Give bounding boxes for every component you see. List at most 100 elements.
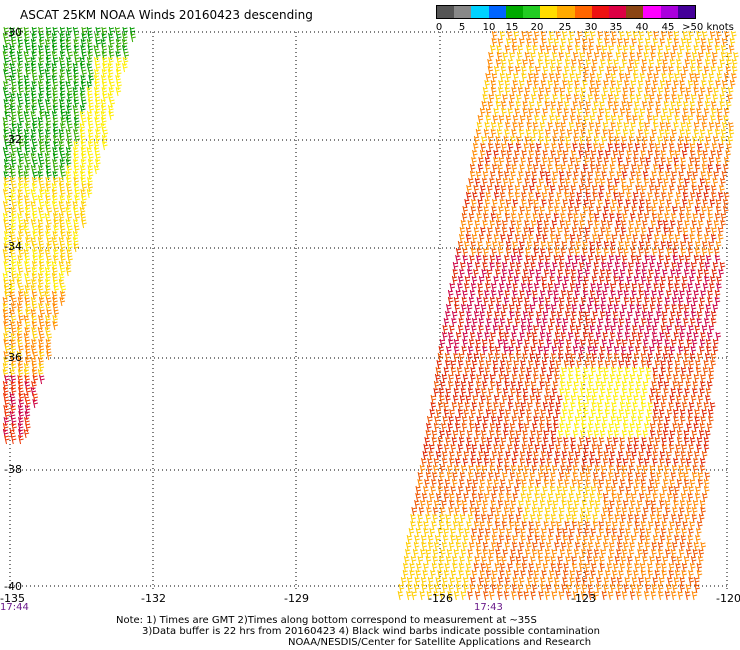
- wind-barb: [594, 499, 601, 510]
- wind-barb: [648, 394, 655, 405]
- wind-barb: [648, 100, 654, 111]
- wind-barb: [612, 394, 619, 405]
- wind-barb: [576, 191, 583, 202]
- wind-barb: [531, 464, 538, 475]
- wind-barb: [579, 261, 585, 272]
- wind-barb: [483, 296, 489, 307]
- wind-barb: [584, 107, 591, 118]
- wind-barb: [615, 590, 622, 601]
- wind-barb: [567, 205, 574, 216]
- wind-barb: [526, 450, 533, 461]
- wind-barb: [675, 317, 682, 328]
- wind-barb: [596, 373, 602, 384]
- wind-barb: [700, 380, 706, 391]
- wind-barb: [687, 79, 694, 90]
- wind-barb: [495, 100, 502, 111]
- legend-label-40: 40: [635, 22, 649, 33]
- wind-barb: [465, 191, 472, 202]
- wind-barb: [608, 135, 615, 146]
- wind-barb: [541, 569, 547, 580]
- wind-barb: [674, 534, 680, 545]
- wind-barb: [617, 37, 623, 48]
- wind-barb: [635, 345, 641, 356]
- wind-barb: [432, 555, 439, 566]
- wind-barb: [676, 226, 683, 237]
- wind-barb: [720, 44, 727, 55]
- legend-swatch: [660, 6, 678, 18]
- wind-barb: [515, 226, 522, 237]
- wind-barb: [541, 359, 548, 370]
- wind-barb: [707, 205, 713, 216]
- wind-barb: [518, 79, 525, 90]
- wind-barb: [577, 443, 583, 454]
- wind-barb: [708, 72, 715, 83]
- wind-barb: [686, 121, 692, 132]
- wind-barb: [473, 310, 480, 321]
- wind-barb: [554, 205, 560, 216]
- wind-barb: [486, 233, 493, 244]
- wind-barb: [452, 261, 459, 272]
- wind-barb: [615, 51, 622, 62]
- wind-barb: [607, 590, 614, 601]
- wind-barb: [496, 541, 503, 552]
- wind-barb: [700, 415, 707, 426]
- wind-barb: [683, 233, 689, 244]
- wind-barb: [524, 51, 531, 62]
- wind-barb: [651, 205, 657, 216]
- wind-barb: [449, 499, 455, 510]
- wind-barb: [520, 317, 527, 328]
- wind-barb: [635, 387, 641, 398]
- wind-barb: [629, 457, 636, 468]
- wind-barb: [514, 184, 521, 195]
- wind-barb: [484, 163, 491, 174]
- wind-barb: [684, 135, 691, 146]
- wind-barb: [505, 121, 511, 132]
- wind-barb: [717, 233, 724, 244]
- wind-barb: [101, 140, 108, 151]
- wind-barb: [685, 86, 692, 97]
- wind-barb: [666, 156, 673, 167]
- wind-barb: [465, 394, 472, 405]
- wind-barb: [628, 380, 635, 391]
- wind-barb: [586, 51, 593, 62]
- wind-barb: [709, 282, 715, 293]
- wind-barb: [460, 590, 467, 601]
- wind-barb: [554, 198, 561, 209]
- wind-barb: [535, 401, 542, 412]
- wind-barb: [707, 37, 714, 48]
- wind-barb: [569, 282, 576, 293]
- wind-barb: [645, 527, 652, 538]
- wind-barb: [459, 471, 466, 482]
- wind-barb: [642, 303, 649, 314]
- wind-barb: [428, 443, 435, 454]
- wind-barb: [593, 471, 599, 482]
- wind-barb: [525, 499, 532, 510]
- wind-barb: [712, 303, 719, 314]
- wind-barb: [623, 163, 629, 174]
- wind-barb: [604, 198, 611, 209]
- wind-barb: [589, 457, 595, 468]
- wind-barb: [664, 128, 671, 139]
- wind-barb: [650, 254, 657, 265]
- wind-barb: [531, 387, 537, 398]
- wind-barb: [524, 135, 531, 146]
- wind-barb: [455, 331, 462, 342]
- wind-barb: [603, 366, 609, 377]
- wind-barb: [702, 282, 709, 293]
- wind-barb: [635, 310, 641, 321]
- legend-label-30: 30: [584, 22, 598, 33]
- wind-barb: [479, 569, 486, 580]
- wind-barb: [490, 86, 497, 97]
- wind-barb: [561, 450, 568, 461]
- wind-barb: [654, 520, 661, 531]
- wind-barb: [673, 121, 679, 132]
- wind-barb: [543, 226, 549, 237]
- wind-barb: [631, 205, 638, 216]
- wind-barb: [517, 583, 524, 594]
- wind-barb: [609, 163, 616, 174]
- wind-barb: [461, 303, 467, 314]
- wind-barb: [564, 100, 570, 111]
- wind-barb: [625, 492, 632, 503]
- wind-barb: [455, 457, 461, 468]
- wind-barb: [498, 331, 505, 342]
